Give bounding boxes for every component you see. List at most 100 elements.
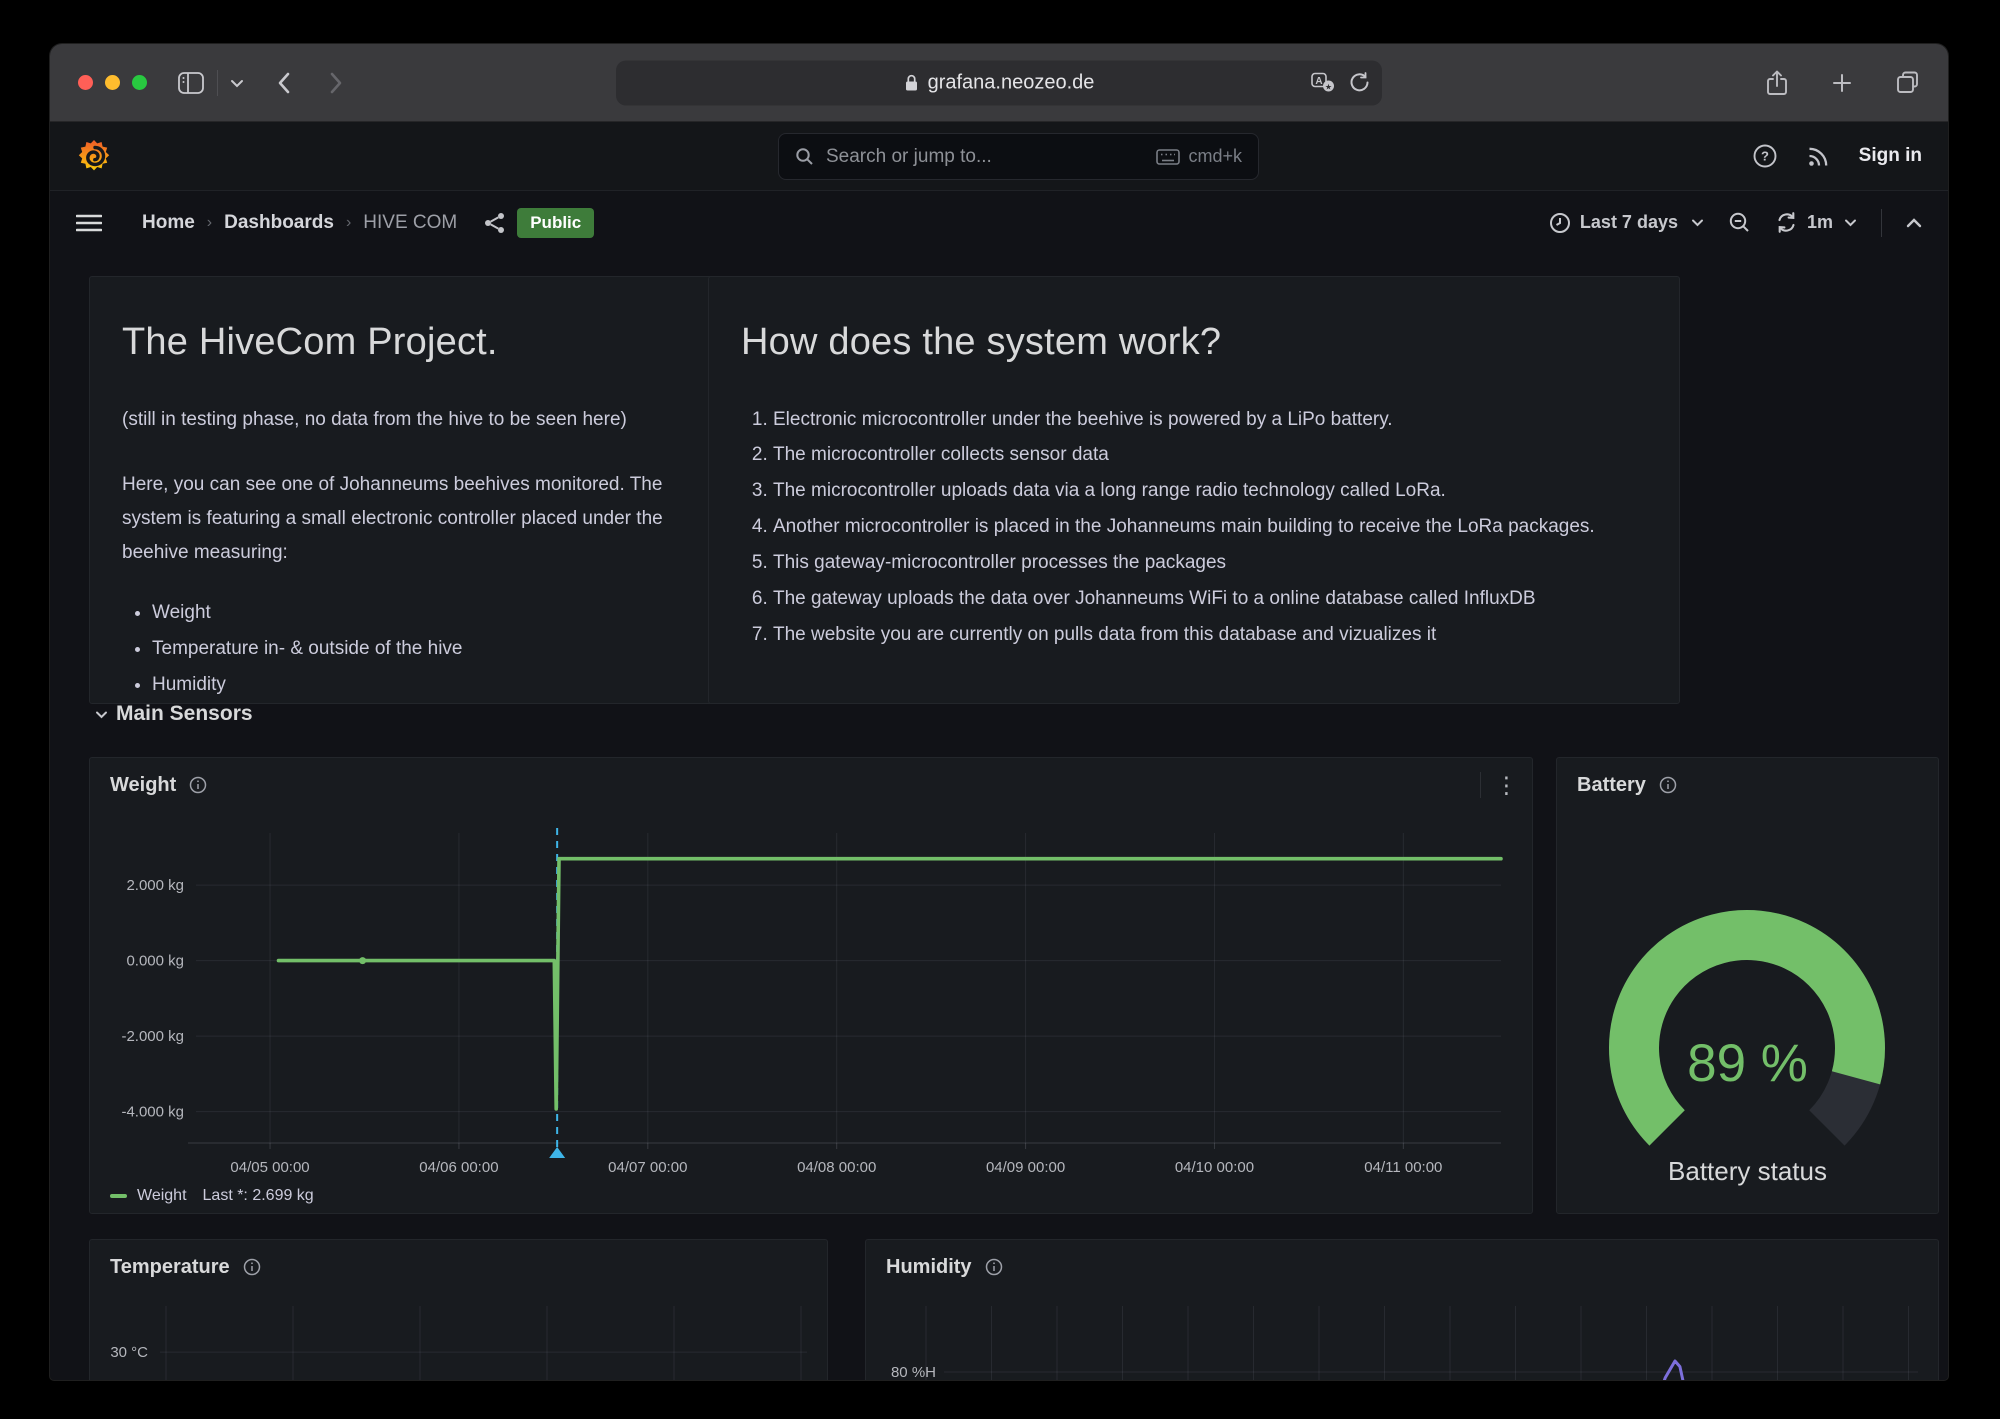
breadcrumb-separator: › xyxy=(346,214,351,232)
chevron-down-icon[interactable] xyxy=(230,78,244,88)
how-step: The gateway uploads the data over Johann… xyxy=(773,582,1647,616)
traffic-light-zoom[interactable] xyxy=(132,75,147,90)
svg-text:-2.000 kg: -2.000 kg xyxy=(121,1028,184,1045)
weight-chart-svg[interactable]: 2.000 kg0.000 kg-2.000 kg-4.000 kg04/05 … xyxy=(90,758,1532,1213)
panel-hivecom-project: The HiveCom Project. (still in testing p… xyxy=(89,276,749,704)
browser-titlebar: grafana.neozeo.de A★ xyxy=(50,44,1948,122)
svg-text:★: ★ xyxy=(1325,83,1332,92)
traffic-light-close[interactable] xyxy=(78,75,93,90)
info-icon[interactable] xyxy=(243,1258,261,1276)
section-main-sensors[interactable]: Main Sensors xyxy=(95,702,253,726)
svg-text:80 %H: 80 %H xyxy=(891,1364,936,1380)
how-step: This gateway-microcontroller processes t… xyxy=(773,546,1647,580)
panel-humidity: Humidity 80 %H xyxy=(865,1239,1939,1380)
humidity-chart-svg[interactable]: 80 %H xyxy=(866,1286,1938,1380)
collapse-toolbar-icon[interactable] xyxy=(1906,217,1922,228)
chevron-down-icon xyxy=(1691,218,1704,227)
public-badge: Public xyxy=(517,208,594,238)
breadcrumb-home[interactable]: Home xyxy=(142,212,195,234)
traffic-light-minimize[interactable] xyxy=(105,75,120,90)
help-icon[interactable]: ? xyxy=(1752,143,1778,169)
panel-weight: Weight ⋮ 2.000 kg0.000 kg-2.000 kg-4.000… xyxy=(89,757,1533,1214)
svg-text:04/10 00:00: 04/10 00:00 xyxy=(1175,1159,1254,1176)
legend-series-label[interactable]: Weight xyxy=(137,1187,187,1205)
url-text: grafana.neozeo.de xyxy=(928,71,1095,94)
info-icon[interactable] xyxy=(985,1258,1003,1276)
refresh-interval-label: 1m xyxy=(1807,212,1833,233)
how-step: Electronic microcontroller under the bee… xyxy=(773,403,1647,437)
intro-paragraph-2: Here, you can see one of Johanneums beeh… xyxy=(122,468,716,569)
intro-bullet: Humidity xyxy=(152,668,716,702)
browser-window: grafana.neozeo.de A★ xyxy=(50,44,1948,1380)
sidebar-toggle-icon[interactable] xyxy=(177,71,205,95)
svg-text:04/07 00:00: 04/07 00:00 xyxy=(608,1159,687,1176)
panel-title: Temperature xyxy=(110,1256,230,1279)
url-bar[interactable]: grafana.neozeo.de A★ xyxy=(616,60,1382,105)
refresh-icon xyxy=(1775,211,1798,234)
how-step: Another microcontroller is placed in the… xyxy=(773,510,1647,544)
svg-text:30 °C: 30 °C xyxy=(110,1344,148,1361)
dashboard-toolbar: Home › Dashboards › HIVE COM Public Last… xyxy=(50,191,1948,254)
reload-icon[interactable] xyxy=(1349,72,1370,94)
temperature-chart-svg[interactable]: 30 °C20 °C xyxy=(90,1286,827,1380)
intro-paragraph-1: (still in testing phase, no data from th… xyxy=(122,403,716,437)
dashboard-content: The HiveCom Project. (still in testing p… xyxy=(50,254,1948,1380)
lock-icon xyxy=(904,73,919,92)
forward-icon[interactable] xyxy=(328,70,344,96)
panel-temperature: Temperature 30 °C20 °C xyxy=(89,1239,828,1380)
weight-legend[interactable]: Weight Last *: 2.699 kg xyxy=(110,1187,314,1205)
divider xyxy=(1881,209,1882,237)
svg-text:04/09 00:00: 04/09 00:00 xyxy=(986,1159,1065,1176)
back-icon[interactable] xyxy=(276,70,292,96)
svg-text:A: A xyxy=(1315,76,1322,87)
svg-text:04/08 00:00: 04/08 00:00 xyxy=(797,1159,876,1176)
search-placeholder: Search or jump to... xyxy=(826,146,992,168)
panel-title: How does the system work? xyxy=(741,309,1647,377)
section-title: Main Sensors xyxy=(116,702,253,726)
battery-gauge-svg xyxy=(1557,758,1938,1213)
svg-text:04/06 00:00: 04/06 00:00 xyxy=(419,1159,498,1176)
legend-last-value: Last *: 2.699 kg xyxy=(203,1187,314,1205)
zoom-out-icon[interactable] xyxy=(1728,211,1751,234)
svg-text:04/11 00:00: 04/11 00:00 xyxy=(1364,1159,1442,1176)
chevron-down-icon xyxy=(95,710,108,719)
svg-text:0.000 kg: 0.000 kg xyxy=(126,953,184,970)
breadcrumb-current: HIVE COM xyxy=(363,212,457,234)
time-range-picker[interactable]: Last 7 days xyxy=(1549,212,1704,234)
how-step: The microcontroller collects sensor data xyxy=(773,438,1647,472)
grafana-topnav: Search or jump to... cmd+k ? Sign in xyxy=(50,122,1948,191)
clock-icon xyxy=(1549,212,1571,234)
share-icon[interactable] xyxy=(1765,69,1789,97)
intro-bullet: Temperature in- & outside of the hive xyxy=(152,632,716,666)
tab-overview-icon[interactable] xyxy=(1895,70,1920,95)
news-rss-icon[interactable] xyxy=(1806,144,1831,169)
time-range-label: Last 7 days xyxy=(1580,212,1678,233)
panel-title: Humidity xyxy=(886,1256,972,1279)
translate-icon[interactable]: A★ xyxy=(1311,73,1335,93)
search-icon xyxy=(795,147,814,166)
how-steps-list: Electronic microcontroller under the bee… xyxy=(741,403,1647,652)
sign-in-button[interactable]: Sign in xyxy=(1859,145,1922,167)
how-step: The microcontroller uploads data via a l… xyxy=(773,474,1647,508)
battery-value: 89 % xyxy=(1557,1033,1938,1094)
search-input[interactable]: Search or jump to... cmd+k xyxy=(778,133,1259,180)
menu-icon[interactable] xyxy=(76,213,102,233)
refresh-picker[interactable]: 1m xyxy=(1775,211,1857,234)
panel-battery: Battery 89 % Battery status xyxy=(1556,757,1939,1214)
chevron-down-icon xyxy=(1844,218,1857,227)
svg-text:-4.000 kg: -4.000 kg xyxy=(121,1104,184,1121)
grafana-logo[interactable] xyxy=(76,138,112,174)
new-tab-icon[interactable] xyxy=(1831,72,1853,94)
share-dashboard-icon[interactable] xyxy=(483,211,507,235)
battery-status-label: Battery status xyxy=(1557,1156,1938,1187)
search-shortcut: cmd+k xyxy=(1188,146,1242,167)
panel-title: The HiveCom Project. xyxy=(122,309,716,377)
svg-text:04/05 00:00: 04/05 00:00 xyxy=(230,1159,309,1176)
svg-text:?: ? xyxy=(1761,149,1769,164)
intro-bullet: Weight xyxy=(152,596,716,630)
breadcrumb-dashboards[interactable]: Dashboards xyxy=(224,212,334,234)
keyboard-icon xyxy=(1156,149,1180,165)
intro-bullet-list: WeightTemperature in- & outside of the h… xyxy=(122,596,716,701)
panel-how-it-works: How does the system work? Electronic mic… xyxy=(708,276,1680,704)
desktop: { "colors":{ "page_bg":"#111217","panel_… xyxy=(0,0,2000,1419)
